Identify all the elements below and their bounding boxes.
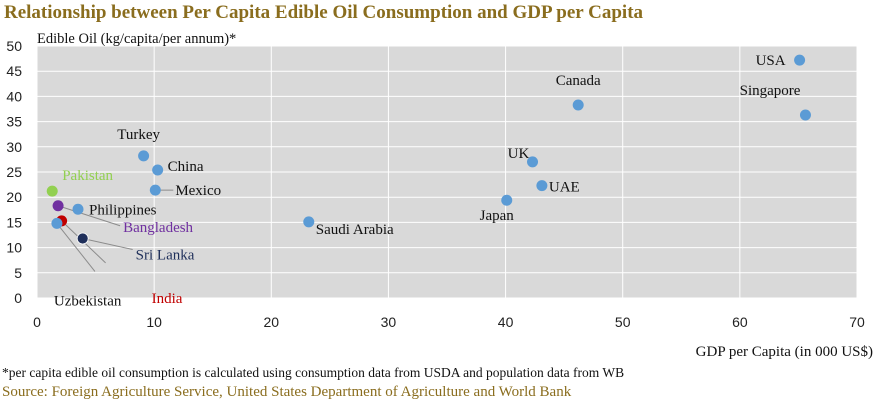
label-mexico: Mexico: [175, 183, 221, 199]
source-note: Source: Foreign Agriculture Service, Uni…: [2, 384, 572, 400]
x-axis-label: GDP per Capita (in 000 US$): [696, 344, 873, 360]
point-labels: USA Canada Singapore Turkey UK China UAE Mexico…: [54, 53, 801, 309]
point-canada: [572, 99, 584, 111]
x-tick-label: 40: [498, 314, 514, 330]
point-saudi-arabia: [303, 216, 315, 228]
leader-line-bangladesh: [57, 205, 121, 227]
point-bangladesh: [52, 200, 64, 212]
point-china: [152, 164, 164, 176]
x-axis-ticks: 0 10 20 30 40 50 60 70: [33, 314, 865, 330]
point-uzbekistan: [51, 217, 63, 229]
leader-line-uzbekistan: [56, 223, 96, 272]
label-bangladesh: Bangladesh: [123, 220, 193, 236]
x-tick-label: 60: [732, 314, 748, 330]
y-tick-label: 40: [6, 88, 22, 104]
point-turkey: [138, 150, 150, 162]
y-axis-ticks: 0 5 10 15 20 25 30 35 40 45 50: [6, 38, 22, 306]
label-japan: Japan: [480, 208, 515, 224]
label-saudi-arabia: Saudi Arabia: [316, 222, 394, 238]
y-tick-label: 45: [6, 63, 22, 79]
x-tick-label: 0: [33, 314, 41, 330]
label-china: China: [168, 159, 204, 175]
label-usa: USA: [756, 53, 786, 69]
label-turkey: Turkey: [117, 127, 160, 143]
y-tick-label: 0: [14, 290, 22, 306]
label-philippines: Philippines: [89, 202, 157, 218]
label-singapore: Singapore: [740, 83, 801, 99]
x-tick-label: 30: [381, 314, 397, 330]
y-tick-label: 50: [6, 38, 22, 54]
leader-line-sri-lanka: [82, 238, 133, 251]
label-uk: UK: [508, 146, 530, 162]
point-pakistan: [46, 185, 58, 197]
label-india: India: [152, 291, 183, 307]
y-tick-label: 5: [14, 265, 22, 281]
x-tick-label: 50: [615, 314, 631, 330]
point-singapore: [799, 109, 811, 121]
y-tick-label: 35: [6, 114, 22, 130]
point-japan: [501, 194, 513, 206]
point-usa: [794, 54, 806, 66]
y-tick-label: 25: [6, 164, 22, 180]
x-tick-label: 70: [849, 314, 865, 330]
y-tick-label: 15: [6, 214, 22, 230]
label-uzbekistan: Uzbekistan: [54, 293, 122, 309]
x-tick-label: 10: [146, 314, 162, 330]
label-canada: Canada: [556, 73, 601, 89]
y-tick-label: 10: [6, 240, 22, 256]
point-mexico: [149, 184, 161, 196]
footnote: *per capita edible oil consumption is ca…: [2, 365, 625, 380]
point-sri-lanka: [76, 232, 89, 245]
data-points: [46, 54, 811, 245]
point-uae: [536, 180, 548, 192]
label-sri-lanka: Sri Lanka: [136, 248, 195, 264]
x-tick-label: 20: [263, 314, 279, 330]
chart-title: Relationship between Per Capita Edible O…: [4, 2, 644, 23]
point-philippines: [72, 203, 84, 215]
y-axis-label: Edible Oil (kg/capita/per annum)*: [37, 31, 236, 47]
label-pakistan: Pakistan: [62, 168, 113, 184]
y-tick-label: 20: [6, 189, 22, 205]
y-tick-label: 30: [6, 139, 22, 155]
label-uae: UAE: [549, 180, 580, 196]
point-uk: [527, 156, 539, 168]
gridlines: [36, 45, 858, 299]
